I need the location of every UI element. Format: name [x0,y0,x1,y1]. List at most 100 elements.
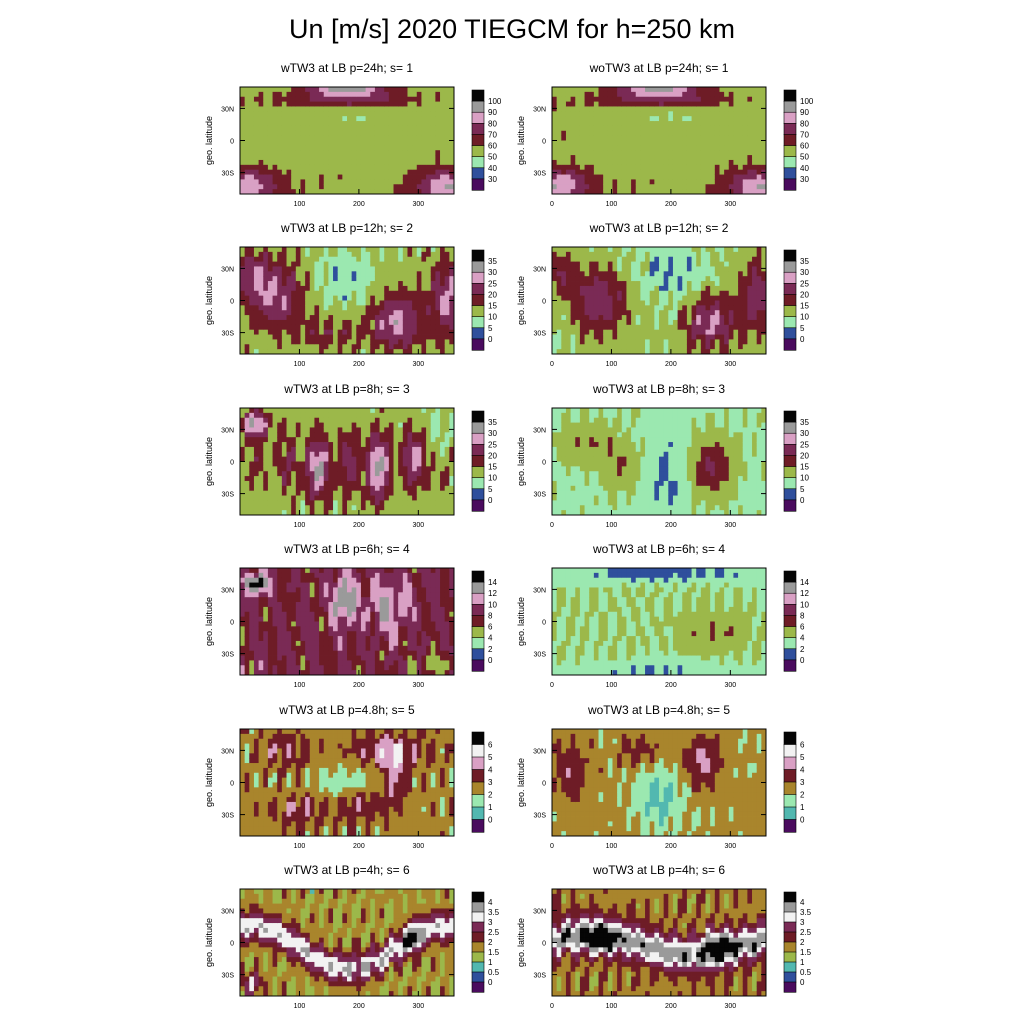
heatmap-cell [556,159,562,166]
heatmap-cell [356,256,362,262]
heatmap-cell [714,96,720,102]
heatmap-cell [579,329,585,335]
heatmap-cell [337,349,343,355]
heatmap-cell [654,276,660,282]
heatmap-cell [281,432,287,438]
heatmap-cell [342,456,348,462]
heatmap-cell [742,315,748,321]
heatmap-cell [263,319,269,326]
heatmap-cell [617,125,623,132]
colorbar-label: 60 [800,142,809,151]
heatmap-cell [449,111,455,117]
heatmap-cell [607,125,613,132]
heatmap-cell [626,334,632,340]
heatmap-cell [691,315,697,321]
heatmap-cell [398,140,404,146]
heatmap-cell [672,339,679,345]
heatmap-cell [286,412,292,419]
heatmap-cell [356,422,362,428]
heatmap-cell [323,135,329,141]
heatmap-cell [295,256,301,262]
heatmap-cell [281,490,287,496]
heatmap-cell [319,91,325,98]
heatmap-cell [635,130,641,137]
heatmap-cell [319,150,325,156]
heatmap-cell [342,408,348,414]
heatmap-cell [435,261,441,267]
heatmap-cell [328,169,334,175]
heatmap-cell [663,101,669,107]
heatmap-cell [263,505,269,511]
heatmap-cell [584,261,590,267]
heatmap-cell [612,295,618,301]
heatmap-cell [249,111,255,117]
heatmap-cell [374,276,380,282]
heatmap-cell [421,285,427,292]
heatmap-cell [365,315,371,321]
heatmap-cell [337,164,343,171]
panel-title: wTW3 at LB p=12h; s= 2 [280,221,413,235]
heatmap-cell [374,189,380,195]
heatmap-cell [724,130,730,137]
heatmap-cell [677,101,683,107]
heatmap-cell [402,295,408,301]
heatmap-cell [677,276,683,282]
heatmap-cell [365,281,371,287]
heatmap-cell [384,446,390,453]
heatmap-cell [253,500,260,506]
heatmap-cell [267,339,273,345]
heatmap-cell [631,101,637,107]
heatmap-cell [333,451,339,458]
heatmap-cell [388,500,394,506]
heatmap-cell [407,121,413,127]
heatmap-cell [351,412,357,419]
heatmap-cell [244,324,250,331]
heatmap-cell [761,106,767,112]
heatmap-cell [556,251,562,258]
heatmap-cell [579,310,585,316]
heatmap-cell [700,324,706,331]
heatmap-cell [337,300,343,306]
heatmap-cell [295,456,301,462]
heatmap-cell [407,91,413,98]
heatmap-cell [323,130,329,137]
heatmap-cell [388,281,394,287]
heatmap-cell [365,261,371,267]
heatmap-cell [244,116,250,122]
heatmap-cell [747,174,753,180]
heatmap-cell [272,111,278,117]
heatmap-cell [561,116,567,122]
heatmap-cell [300,422,306,428]
heatmap-cell [416,349,422,355]
heatmap-cell [374,461,380,467]
heatmap-cell [402,111,408,117]
heatmap-cell [281,96,287,102]
heatmap-cell [663,106,669,112]
heatmap-cell [575,295,581,301]
heatmap-cell [435,329,441,335]
heatmap-cell [370,417,376,423]
heatmap-cell [333,116,339,122]
heatmap-cell [384,276,390,282]
heatmap-cell [696,101,702,107]
heatmap-cell [440,184,446,190]
heatmap-cell [552,315,558,321]
heatmap-cell [286,140,292,146]
heatmap-cell [742,285,748,292]
heatmap-cell [714,164,720,171]
heatmap-cell [700,281,706,287]
heatmap-cell [356,461,362,467]
heatmap-cell [621,285,627,292]
heatmap-cell [733,256,739,262]
heatmap-cell [430,96,436,102]
heatmap-cell [552,271,558,277]
heatmap-cell [593,281,599,287]
heatmap-cell [249,319,255,326]
heatmap-cell [682,271,688,277]
heatmap-cell [421,174,427,180]
heatmap-cell [267,271,273,277]
heatmap-cell [365,446,371,453]
heatmap-cell [747,339,753,345]
heatmap-cell [365,116,371,122]
heatmap-cell [645,261,651,267]
